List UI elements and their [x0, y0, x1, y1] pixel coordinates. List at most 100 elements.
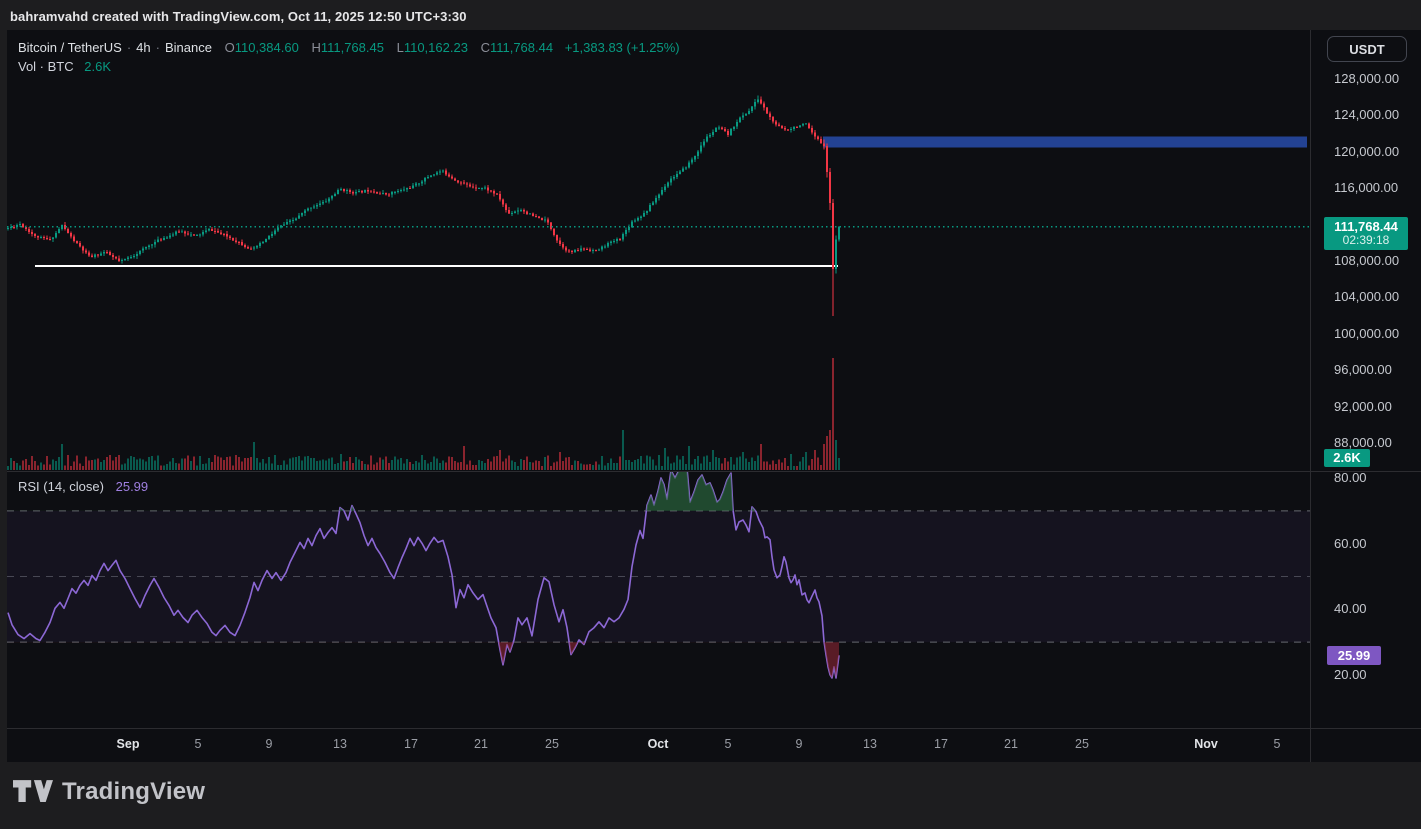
candle-body — [163, 238, 166, 241]
candle-body — [34, 234, 37, 236]
volume-bar — [796, 465, 799, 470]
volume-bar — [424, 460, 427, 470]
volume-bar — [49, 464, 52, 470]
candle-body — [616, 239, 619, 242]
candle-body — [571, 251, 574, 253]
volume-bar — [412, 464, 415, 470]
volume-bar — [283, 460, 286, 470]
volume-bar — [652, 459, 655, 470]
volume-axis-badge: 2.6K — [1324, 449, 1370, 467]
price-axis-label: 108,000.00 — [1334, 253, 1400, 268]
volume-bar — [391, 460, 394, 470]
candle-body — [379, 193, 382, 195]
volume-bar — [775, 463, 778, 470]
volume-bar — [598, 464, 601, 470]
volume-bar — [385, 456, 388, 470]
candle-body — [436, 172, 439, 175]
candle-body — [172, 234, 175, 236]
volume-bar — [394, 456, 397, 470]
candle-body — [337, 189, 340, 194]
volume-bar — [10, 458, 13, 470]
candle-body — [418, 183, 421, 185]
candle-body — [478, 188, 481, 190]
candle-body — [355, 191, 358, 194]
volume-bar — [772, 460, 775, 470]
candle-body — [505, 204, 508, 210]
high-label: H — [311, 40, 321, 55]
time-axis-label: 25 — [1075, 737, 1089, 751]
volume-bar — [616, 463, 619, 470]
currency-toggle-button[interactable]: USDT — [1327, 36, 1407, 62]
candle-body — [118, 258, 121, 261]
candle-body — [130, 257, 133, 259]
volume-bar — [175, 463, 178, 470]
candle-body — [280, 225, 283, 228]
price-axis-label: 128,000.00 — [1334, 71, 1400, 86]
volume-bar — [583, 464, 586, 470]
volume-bar — [40, 462, 43, 470]
candle-body — [424, 177, 427, 182]
candle-body — [91, 255, 94, 258]
candle-body — [583, 248, 586, 250]
volume-bar — [154, 460, 157, 470]
candle-body — [433, 174, 436, 176]
volume-bar — [85, 456, 88, 470]
candle-body — [733, 126, 736, 130]
volume-bar — [805, 452, 808, 470]
candle-body — [835, 239, 838, 270]
time-axis-label: 25 — [545, 737, 559, 751]
candle-body — [397, 191, 400, 193]
volume-bar — [784, 457, 787, 470]
volume-bar — [661, 465, 664, 470]
rsi-axis-badge: 25.99 — [1327, 645, 1381, 665]
time-axis-label: 5 — [724, 737, 732, 751]
symbol-title: Bitcoin / TetherUS — [18, 40, 122, 55]
candle-body — [85, 250, 88, 253]
volume-bar — [319, 460, 322, 470]
volume-bar — [286, 464, 289, 470]
price-axis-label: 116,000.00 — [1334, 180, 1399, 196]
volume-bar — [664, 448, 667, 470]
volume-bar — [91, 460, 94, 470]
candle-body — [439, 171, 442, 173]
volume-bar — [715, 457, 718, 470]
volume-bar — [835, 440, 838, 470]
volume-bar — [679, 459, 682, 470]
candle-body — [718, 127, 721, 129]
candle-body — [631, 221, 634, 228]
volume-bar — [646, 455, 649, 470]
candle-body — [742, 115, 745, 118]
volume-bar — [769, 464, 772, 470]
volume-bar — [358, 459, 361, 470]
candle-body — [826, 145, 829, 172]
candle-body — [457, 180, 460, 183]
candle-body — [763, 103, 766, 108]
volume-bar — [337, 462, 340, 470]
candle-body — [745, 113, 748, 116]
chart-background — [7, 30, 1421, 762]
candle-body — [364, 190, 367, 193]
volume-bar — [217, 456, 220, 470]
candle-body — [238, 241, 241, 243]
tradingview-logo-link[interactable]: TradingView — [13, 778, 205, 806]
time-axis-label: Sep — [116, 737, 140, 751]
candle-body — [712, 131, 715, 136]
candle-body — [676, 174, 679, 178]
volume-bar — [472, 465, 475, 470]
volume-bar — [31, 456, 34, 470]
candle-body — [604, 246, 607, 248]
candle-body — [310, 207, 313, 209]
volume-bar — [595, 461, 598, 470]
tradingview-logo-text: TradingView — [62, 778, 206, 805]
candle-body — [274, 230, 277, 234]
volume-bar — [673, 462, 676, 470]
volume-bar — [817, 457, 820, 470]
time-axis-label: 21 — [474, 737, 488, 751]
candle-body — [823, 143, 826, 146]
candle-body — [334, 193, 337, 196]
volume-bar — [562, 461, 565, 470]
candle-body — [283, 224, 286, 226]
volume-bar — [340, 454, 343, 470]
volume-bar — [226, 456, 229, 470]
